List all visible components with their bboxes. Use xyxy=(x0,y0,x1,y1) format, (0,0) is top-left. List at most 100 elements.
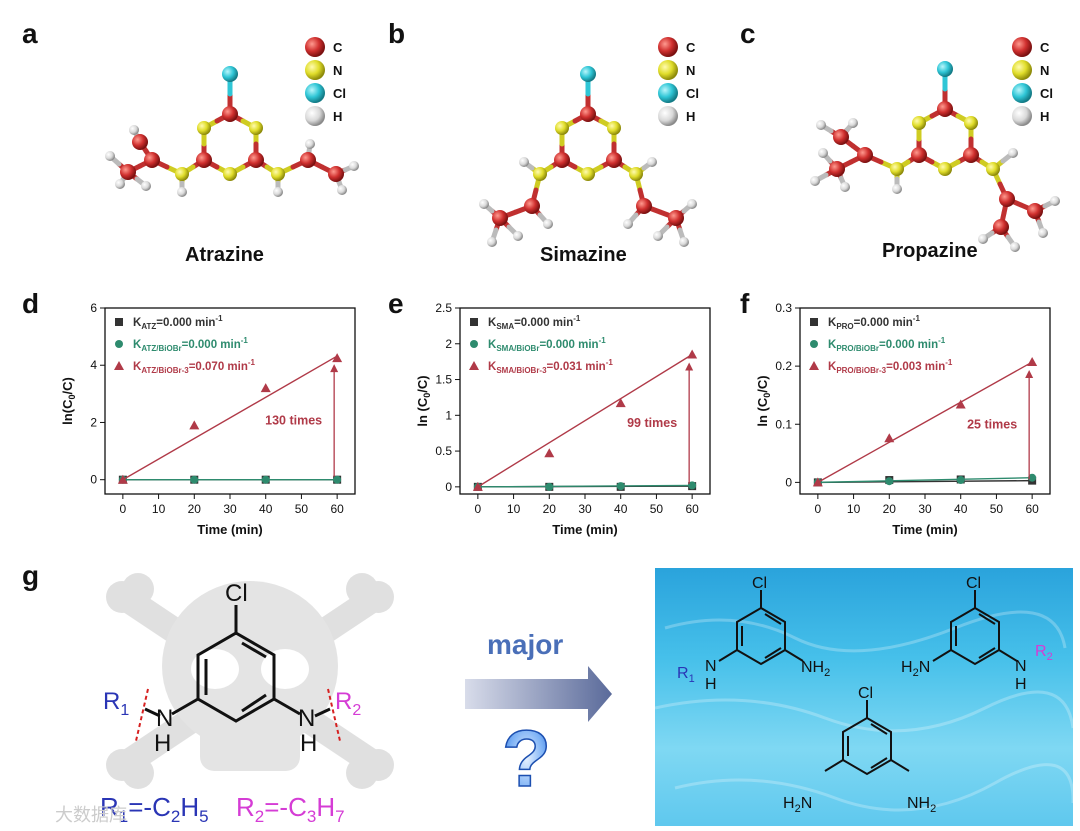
x-tick-label: 20 xyxy=(188,502,202,516)
plot-frame xyxy=(459,307,711,495)
atom-n-1 xyxy=(249,121,263,135)
atom-c-19 xyxy=(1027,203,1043,219)
atom-h-21 xyxy=(623,219,633,229)
simazine-molecule xyxy=(479,66,697,247)
atom-c-0 xyxy=(937,101,953,117)
legend-atom-h xyxy=(1012,106,1032,126)
atom-h-21 xyxy=(1050,196,1060,206)
data-point xyxy=(333,475,342,484)
x-tick-label: 60 xyxy=(330,502,344,516)
atom-n-16 xyxy=(271,167,285,181)
y-tick-label: 0.3 xyxy=(775,301,792,315)
atom-h-22 xyxy=(1038,228,1048,238)
atom-h-21 xyxy=(337,185,347,195)
legend-atom-n xyxy=(305,60,325,80)
legend-atom-label: N xyxy=(333,63,342,78)
legend-entry: KATZ=0.000 min-1 xyxy=(133,314,223,331)
major-label: major xyxy=(487,629,563,660)
ratio-arrow-head xyxy=(330,364,339,373)
legend-marker xyxy=(469,361,479,370)
atom-h-13 xyxy=(141,181,151,191)
atom-n-5 xyxy=(912,116,926,130)
atom-cl-6 xyxy=(937,61,953,77)
atom-h-13 xyxy=(810,176,820,186)
legend-entry: KSMA/BiOBr-3=0.031 min-1 xyxy=(488,358,613,375)
atrazine-molecule xyxy=(105,66,359,197)
atom-c-16 xyxy=(636,198,652,214)
legend-atom-c xyxy=(658,37,678,57)
r2-definition: R2=-C3H7 xyxy=(236,792,345,826)
atom-c-4 xyxy=(554,152,570,168)
x-tick-label: 10 xyxy=(152,502,166,516)
legend-atom-n xyxy=(658,60,678,80)
product1-r1: R1 xyxy=(677,665,695,685)
atom-n-7 xyxy=(890,162,904,176)
atom-h-25 xyxy=(1008,148,1018,158)
atom-c-4 xyxy=(196,152,212,168)
legend-atom-label: Cl xyxy=(333,86,346,101)
atom-h-20 xyxy=(653,231,663,241)
y-axis-label: ln(C0/C) xyxy=(60,377,77,425)
legend-marker xyxy=(115,318,123,326)
x-tick-label: 0 xyxy=(120,502,127,516)
x-tick-label: 0 xyxy=(475,502,482,516)
right-nitrogen: N xyxy=(298,705,315,732)
legend-atom-cl xyxy=(305,83,325,103)
atom-h-13 xyxy=(543,219,553,229)
molecule-name-atrazine: Atrazine xyxy=(185,244,264,266)
data-point xyxy=(544,448,555,458)
atom-c-4 xyxy=(911,147,927,163)
product3-h2n: H2N xyxy=(783,795,812,815)
atom-h-18 xyxy=(687,199,697,209)
legend-marker xyxy=(114,361,124,370)
molecule-name-propazine: Propazine xyxy=(882,240,978,262)
legend-atom-cl xyxy=(658,83,678,103)
legend-atom-label: N xyxy=(686,63,695,78)
atom-h-22 xyxy=(273,187,283,197)
question-mark: ? xyxy=(502,714,551,803)
panel-label-f: f xyxy=(740,288,750,319)
legend-atom-label: Cl xyxy=(686,86,699,101)
legend-atom-n xyxy=(1012,60,1032,80)
atom-c-9 xyxy=(492,210,508,226)
legend-entry: KSMA=0.000 min-1 xyxy=(488,314,581,331)
legend-marker xyxy=(810,340,818,348)
legend-atom-label: Cl xyxy=(1040,86,1053,101)
atom-n-1 xyxy=(607,121,621,135)
y-tick-label: 2 xyxy=(445,337,452,351)
cleavage-marks xyxy=(135,688,341,742)
atom-c-17 xyxy=(300,152,316,168)
atom-c-18 xyxy=(328,166,344,182)
atom-c-9 xyxy=(833,129,849,145)
y-tick-label: 0 xyxy=(785,475,792,489)
data-point xyxy=(1028,473,1037,482)
atom-c-8 xyxy=(857,147,873,163)
legend-atom-h xyxy=(658,106,678,126)
y-tick-label: 1 xyxy=(445,408,452,422)
ratio-annotation: 99 times xyxy=(627,416,677,430)
ratio-annotation: 25 times xyxy=(967,418,1017,432)
atom-h-14 xyxy=(129,125,139,135)
legend-marker xyxy=(470,318,478,326)
right-hydrogen: H xyxy=(300,730,317,757)
r1-label: R1 xyxy=(103,688,129,719)
atom-h-24 xyxy=(978,234,988,244)
atom-legend-b: CN Cl H xyxy=(658,37,699,126)
ratio-annotation: 130 times xyxy=(265,413,322,427)
atom-c-2 xyxy=(963,147,979,163)
legend-entry: KATZ/BiOBr=0.000 min-1 xyxy=(133,336,248,353)
x-tick-label: 50 xyxy=(650,502,664,516)
legend-entry: KSMA/BiOBr=0.000 min-1 xyxy=(488,336,606,353)
fit-line-1 xyxy=(477,484,693,488)
atom-h-22 xyxy=(647,157,657,167)
product3-cl: Cl xyxy=(858,685,873,702)
x-tick-label: 10 xyxy=(847,502,861,516)
atom-h-23 xyxy=(1010,242,1020,252)
atom-h-16 xyxy=(892,184,902,194)
product-panel: Cl R1 N H NH2 Cl H2N N H R2 Cl xyxy=(654,568,1075,826)
legend-atom-h xyxy=(305,106,325,126)
legend-atom-label: C xyxy=(686,40,696,55)
r2-label: R2 xyxy=(335,688,361,719)
atom-n-5 xyxy=(555,121,569,135)
